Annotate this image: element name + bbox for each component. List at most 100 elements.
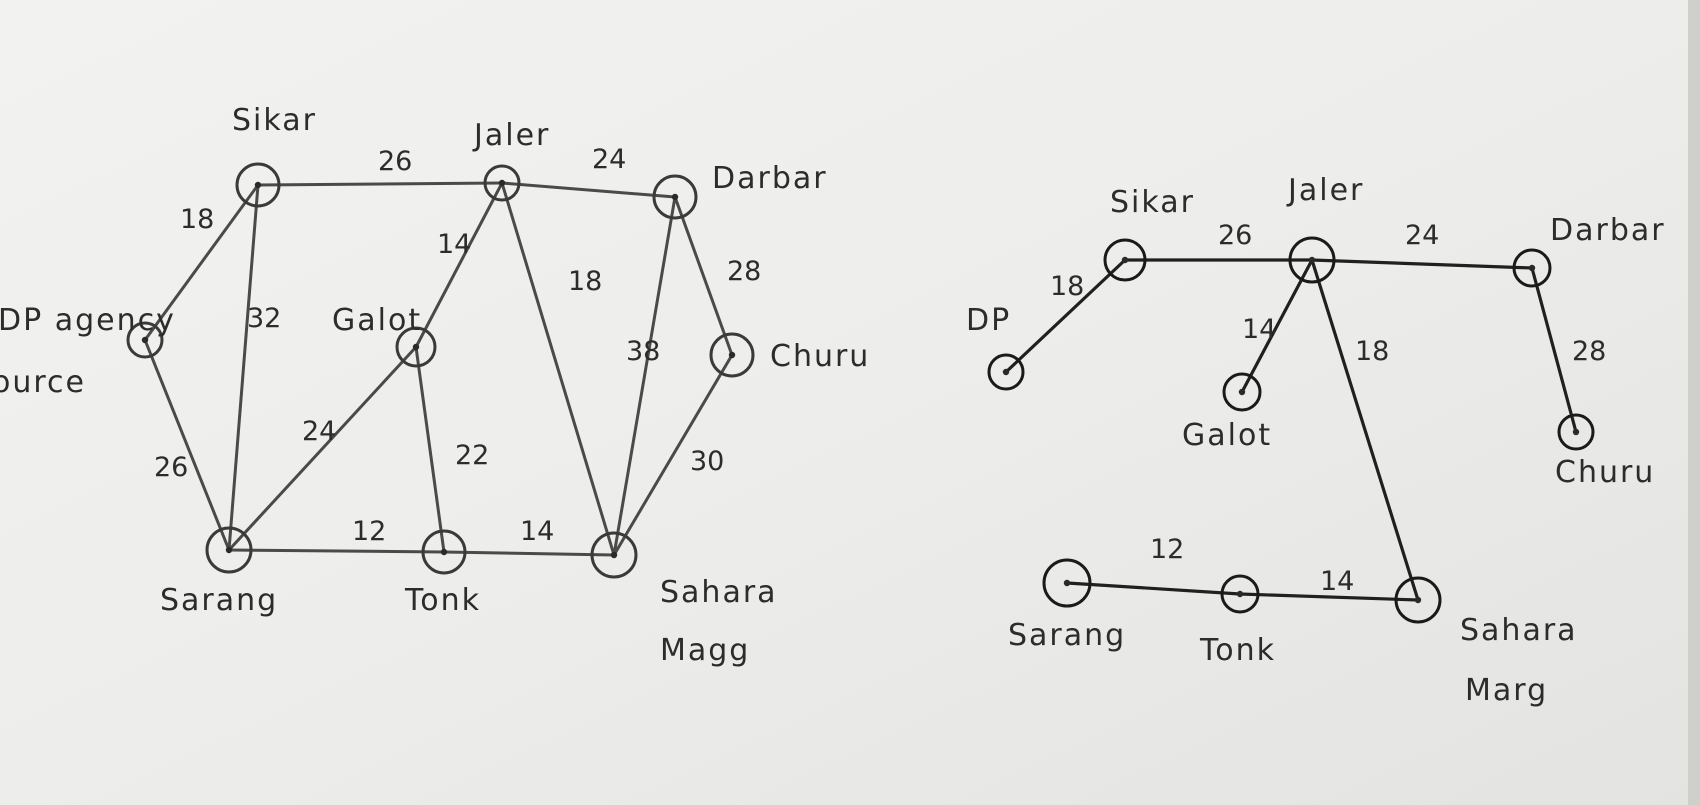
edge-churu-sahara bbox=[612, 353, 734, 557]
node-circle-churu bbox=[1557, 413, 1595, 451]
node-label-darbar: Darbar bbox=[712, 161, 828, 196]
node-jaler: Jaler bbox=[472, 118, 550, 202]
edge-galot-tonk bbox=[414, 345, 446, 554]
node-galot: Galot bbox=[332, 303, 437, 368]
node-center-sarang bbox=[1063, 579, 1071, 587]
edge-tonk-sahara bbox=[1238, 592, 1420, 602]
edge-dp-sikar bbox=[143, 183, 260, 342]
edge-darbar-churu bbox=[1530, 266, 1578, 434]
node-circle-darbar bbox=[1512, 248, 1552, 288]
node-darbar: Darbar bbox=[1512, 213, 1666, 288]
node-center-sahara bbox=[610, 551, 618, 559]
node-circle-sarang bbox=[205, 526, 253, 574]
node-label-churu: Churu bbox=[1555, 455, 1655, 490]
edge-sikar-sarang bbox=[227, 183, 260, 552]
node-center-galot bbox=[412, 343, 420, 351]
node-sikar: Sikar bbox=[232, 103, 317, 208]
node-dp: DP agency ource bbox=[0, 303, 174, 400]
node-churu: Churu bbox=[1555, 413, 1655, 490]
edge-weight-dp-sarang: 26 bbox=[154, 452, 188, 483]
node-dp: DP bbox=[966, 303, 1025, 391]
node-circle-dp bbox=[987, 353, 1025, 391]
node-darbar: Darbar bbox=[652, 161, 828, 220]
node-circle-dp bbox=[126, 321, 164, 359]
node-circle-sarang bbox=[1042, 558, 1092, 608]
node-sarang: Sarang bbox=[160, 526, 276, 618]
node-label-tonk: Tonk bbox=[1199, 633, 1276, 668]
minimum-spanning-tree: 18 26 24 14 18 28 12 14 DP Sikar Jaler Darbar Galot C… bbox=[966, 173, 1666, 708]
node-circle-sahara bbox=[590, 531, 638, 579]
edge-sarang-tonk bbox=[1065, 581, 1242, 596]
edge-weight-galot-sarang: 24 bbox=[302, 416, 336, 447]
edge-weight-jaler-sahara: 18 bbox=[1355, 336, 1389, 367]
node-tonk: Tonk bbox=[404, 529, 481, 618]
edge-weight-sikar-jaler: 26 bbox=[1218, 220, 1252, 251]
original-graph: 18 26 24 32 26 14 18 24 22 28 38 30 12 14 Sikar Jaler Da… bbox=[0, 103, 870, 668]
node-label-sikar: Sikar bbox=[1110, 185, 1195, 220]
edge-weight-jaler-darbar: 24 bbox=[1405, 220, 1439, 251]
node-label-sikar: Sikar bbox=[232, 103, 317, 138]
node-center-sarang bbox=[225, 546, 233, 554]
node-label-dp: DP bbox=[966, 303, 1011, 338]
node-label-galot: Galot bbox=[1182, 418, 1272, 453]
node-label-darbar: Darbar bbox=[1550, 213, 1666, 248]
edge-weight-darbar-sahara: 38 bbox=[626, 336, 660, 367]
edge-weight-sarang-tonk: 12 bbox=[1150, 534, 1184, 565]
edge-weight-sikar-jaler: 26 bbox=[378, 146, 412, 177]
node-label-tonk: Tonk bbox=[404, 583, 481, 618]
node-circle-tonk bbox=[421, 529, 467, 575]
paper-edge bbox=[1688, 0, 1700, 805]
edge-weight-jaler-galot: 14 bbox=[1242, 314, 1276, 345]
node-center-dp bbox=[141, 336, 149, 344]
node-center-sikar bbox=[254, 181, 262, 189]
node-sahara: Sahara Marg bbox=[1394, 576, 1578, 708]
edge-dp-sarang bbox=[143, 338, 231, 552]
edge-weight-sikar-sarang: 32 bbox=[247, 303, 281, 334]
node-circle-tonk bbox=[1220, 574, 1260, 614]
node-circle-jaler bbox=[1288, 236, 1336, 284]
node-circle-galot bbox=[1222, 372, 1262, 412]
node-circle-jaler bbox=[483, 164, 521, 202]
edge-jaler-sahara bbox=[1310, 258, 1420, 602]
node-label-sarang: Sarang bbox=[1008, 618, 1126, 653]
node-tonk: Tonk bbox=[1199, 574, 1276, 668]
node-circle-galot bbox=[395, 326, 437, 368]
edge-weight-darbar-churu: 28 bbox=[727, 256, 761, 287]
edge-weight-jaler-darbar: 24 bbox=[592, 144, 626, 175]
node-sikar: Sikar bbox=[1103, 185, 1195, 282]
node-galot: Galot bbox=[1182, 372, 1272, 453]
edge-weight-jaler-sahara: 18 bbox=[568, 266, 602, 297]
node-jaler: Jaler bbox=[1286, 173, 1364, 284]
node-circle-sikar bbox=[235, 162, 281, 208]
edge-sarang-tonk bbox=[227, 548, 446, 554]
edge-weight-sarang-tonk: 12 bbox=[352, 516, 386, 547]
edge-darbar-sahara bbox=[612, 195, 677, 557]
edge-weight-churu-sahara: 30 bbox=[690, 446, 724, 477]
node-center-tonk bbox=[1236, 590, 1244, 598]
node-label-jaler: Jaler bbox=[472, 118, 550, 153]
node-label-churu: Churu bbox=[770, 339, 870, 374]
node-center-tonk bbox=[440, 548, 448, 556]
edge-weight-dp-sikar: 18 bbox=[180, 204, 214, 235]
edge-weight-galot-tonk: 22 bbox=[455, 440, 489, 471]
edge-weight-tonk-sahara: 14 bbox=[1320, 566, 1354, 597]
node-center-churu bbox=[728, 351, 736, 359]
edge-jaler-galot bbox=[1240, 258, 1314, 394]
node-center-darbar bbox=[1528, 264, 1536, 272]
edge-sikar-jaler bbox=[256, 181, 504, 187]
edge-dp-sikar bbox=[1004, 258, 1127, 374]
node-sahara: Sahara Magg bbox=[590, 531, 776, 668]
node-center-jaler bbox=[498, 179, 506, 187]
node-circle-darbar bbox=[652, 174, 698, 220]
edge-weight-darbar-churu: 28 bbox=[1572, 336, 1606, 367]
node-sublabel-sahara: Magg bbox=[660, 633, 750, 668]
node-label-jaler: Jaler bbox=[1286, 173, 1364, 208]
node-circle-sikar bbox=[1103, 238, 1147, 282]
node-label-sahara: Sahara bbox=[1460, 613, 1578, 648]
node-center-jaler bbox=[1308, 256, 1316, 264]
edge-weight-dp-sikar: 18 bbox=[1050, 271, 1084, 302]
edge-darbar-churu bbox=[673, 195, 734, 357]
node-circle-churu bbox=[709, 332, 755, 378]
